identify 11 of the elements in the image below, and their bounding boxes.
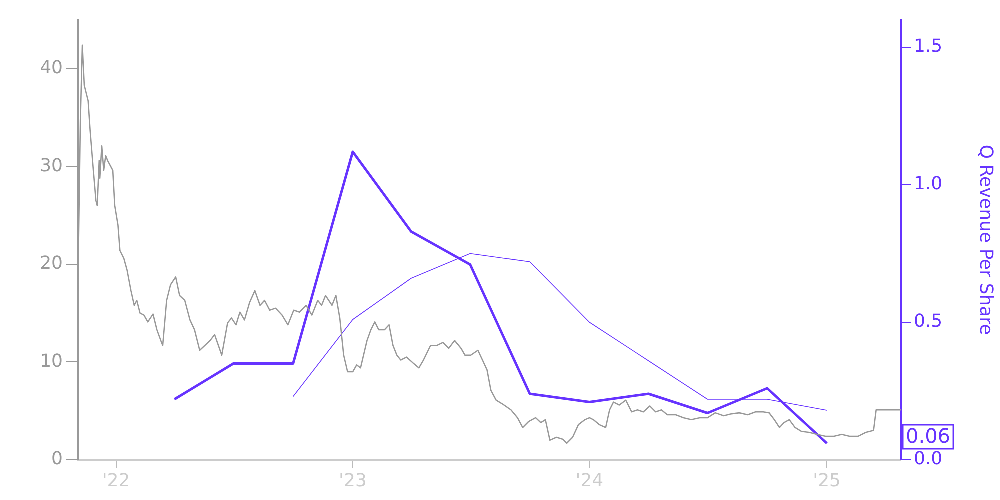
y2-axis-title: Q Revenue Per Share: [976, 144, 997, 336]
y-tick-label: 40: [40, 58, 63, 79]
y2-tick-label: 0.0: [914, 448, 943, 470]
text: 0.06: [906, 424, 951, 448]
y-tick-label: 20: [40, 253, 63, 274]
y2-tick-label: 1.0: [914, 174, 943, 195]
y-tick-label: 10: [40, 350, 63, 372]
y2-tick-label: 1.5: [914, 36, 943, 58]
y2-tick-label: 0.5: [914, 311, 943, 332]
y-tick-label: 0: [52, 448, 63, 470]
y-tick-label: 30: [40, 155, 63, 176]
